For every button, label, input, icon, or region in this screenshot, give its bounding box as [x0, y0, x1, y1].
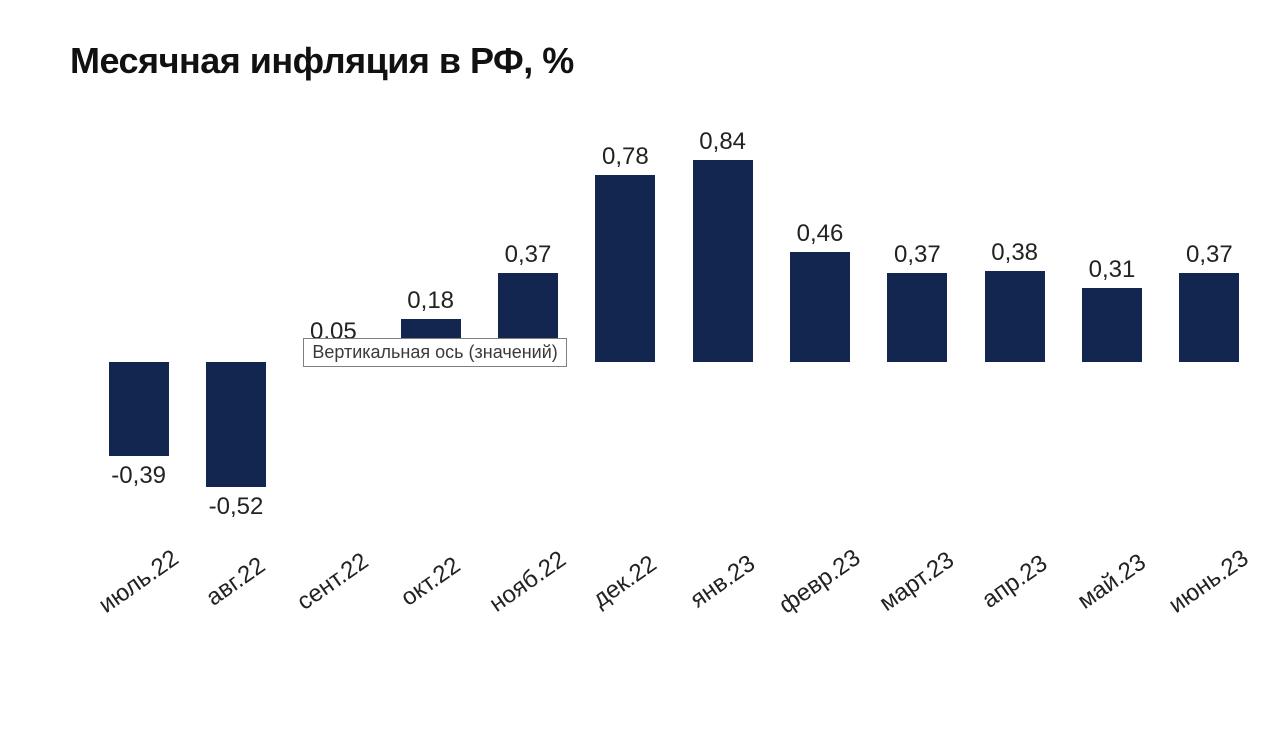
- axis-tooltip: Вертикальная ось (значений): [303, 338, 566, 367]
- bar: [693, 160, 753, 362]
- bar-series: -0,39-0,520,050,180,370,780,840,460,370,…: [70, 102, 1238, 532]
- x-axis-label: окт.22: [396, 552, 466, 613]
- bar: [109, 362, 169, 456]
- x-axis-label: апр.23: [977, 550, 1053, 615]
- x-axis-label: нояб.22: [484, 546, 571, 619]
- bar-value-label: 0,37: [894, 241, 941, 269]
- bar: [790, 252, 850, 362]
- bar-value-label: 0,18: [407, 287, 454, 315]
- bar: [1082, 288, 1142, 362]
- x-axis-label: май.23: [1073, 549, 1152, 616]
- bar-value-label: 0,46: [797, 220, 844, 248]
- x-axis-label: июль.22: [93, 545, 183, 620]
- x-axis-label: дек.22: [588, 550, 662, 614]
- x-axis-label: сент.22: [292, 548, 374, 617]
- bar-value-label: 0,84: [699, 128, 746, 156]
- x-axis-label: июнь.23: [1164, 545, 1254, 620]
- bar: [985, 271, 1045, 362]
- bar-value-label: -0,52: [209, 493, 264, 521]
- bar-value-label: 0,37: [1186, 241, 1233, 269]
- bar-value-label: 0,38: [991, 239, 1038, 267]
- x-axis-label: март.23: [875, 546, 960, 617]
- bar: [887, 273, 947, 362]
- x-axis-label: авг.22: [201, 552, 271, 612]
- chart-container: Месячная инфляция в РФ, % -0,39-0,520,05…: [0, 0, 1278, 732]
- chart-plot-area: -0,39-0,520,050,180,370,780,840,460,370,…: [70, 102, 1238, 532]
- x-axis-label: янв.23: [685, 550, 760, 614]
- bar-value-label: 0,31: [1089, 256, 1136, 284]
- bar: [595, 175, 655, 362]
- tooltip-text: Вертикальная ось (значений): [312, 342, 557, 362]
- bar-value-label: 0,37: [505, 241, 552, 269]
- bar-value-label: 0,78: [602, 143, 649, 171]
- bar-value-label: -0,39: [111, 462, 166, 490]
- bar: [206, 362, 266, 487]
- chart-title: Месячная инфляция в РФ, %: [70, 40, 1238, 82]
- x-axis-label: февр.23: [774, 544, 866, 620]
- bar: [1179, 273, 1239, 362]
